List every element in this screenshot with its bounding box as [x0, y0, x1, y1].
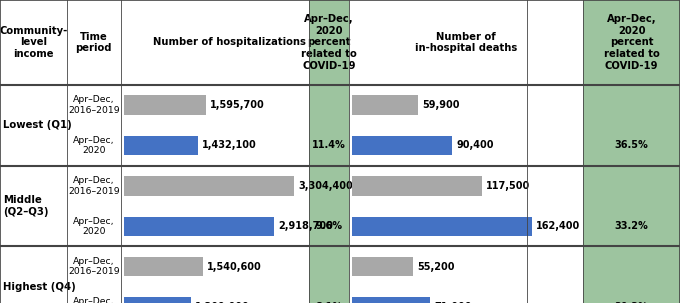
- Text: 11.4%: 11.4%: [312, 140, 346, 150]
- Bar: [124, 176, 294, 195]
- Text: 55,200: 55,200: [417, 261, 454, 271]
- Text: 36.5%: 36.5%: [615, 140, 649, 150]
- Bar: [124, 297, 191, 303]
- Text: Middle
(Q2–Q3): Middle (Q2–Q3): [3, 195, 49, 217]
- Bar: [352, 257, 413, 276]
- Text: 162,400: 162,400: [536, 221, 580, 231]
- Bar: [352, 217, 532, 236]
- Text: 90,400: 90,400: [456, 140, 494, 150]
- Text: 1,432,100: 1,432,100: [201, 140, 256, 150]
- Text: Apr–Dec,
2020
percent
related to
COVID-19: Apr–Dec, 2020 percent related to COVID-1…: [604, 14, 660, 71]
- Bar: [352, 95, 418, 115]
- Bar: [583, 0, 680, 303]
- Bar: [352, 176, 482, 195]
- Text: Number of hospitalizations: Number of hospitalizations: [153, 37, 306, 48]
- Text: Highest (Q4): Highest (Q4): [3, 282, 76, 292]
- Text: Time
period: Time period: [75, 32, 112, 53]
- Text: 1,309,000: 1,309,000: [195, 302, 250, 303]
- Text: 1,595,700: 1,595,700: [210, 100, 265, 110]
- Text: Apr–Dec,
2016–2019: Apr–Dec, 2016–2019: [68, 257, 120, 276]
- Text: 117,500: 117,500: [486, 181, 530, 191]
- Text: 1,540,600: 1,540,600: [207, 261, 262, 271]
- Bar: [124, 217, 274, 236]
- Text: Community-
level
income: Community- level income: [0, 26, 67, 59]
- Text: 3,304,400: 3,304,400: [298, 181, 353, 191]
- Text: Apr–Dec,
2016–2019: Apr–Dec, 2016–2019: [68, 176, 120, 195]
- Bar: [309, 0, 349, 303]
- Text: 9.6%: 9.6%: [316, 221, 343, 231]
- Bar: [352, 297, 430, 303]
- Text: Apr–Dec,
2020
percent
related to
COVID-19: Apr–Dec, 2020 percent related to COVID-1…: [301, 14, 357, 71]
- Text: Number of
in-hospital deaths: Number of in-hospital deaths: [415, 32, 517, 53]
- Text: 2,918,700: 2,918,700: [278, 221, 333, 231]
- Bar: [124, 95, 206, 115]
- Text: 30.3%: 30.3%: [615, 302, 649, 303]
- Text: 8.1%: 8.1%: [316, 302, 343, 303]
- Text: Apr–Dec,
2016–2019: Apr–Dec, 2016–2019: [68, 95, 120, 115]
- Bar: [352, 136, 452, 155]
- Text: Apr–Dec,
2020: Apr–Dec, 2020: [73, 217, 115, 236]
- Text: 59,900: 59,900: [422, 100, 460, 110]
- Bar: [124, 257, 203, 276]
- Bar: [124, 136, 197, 155]
- Text: Apr–Dec,
2020: Apr–Dec, 2020: [73, 297, 115, 303]
- Text: Lowest (Q1): Lowest (Q1): [3, 120, 72, 130]
- Text: 33.2%: 33.2%: [615, 221, 649, 231]
- Text: Apr–Dec,
2020: Apr–Dec, 2020: [73, 136, 115, 155]
- Text: 71,000: 71,000: [435, 302, 472, 303]
